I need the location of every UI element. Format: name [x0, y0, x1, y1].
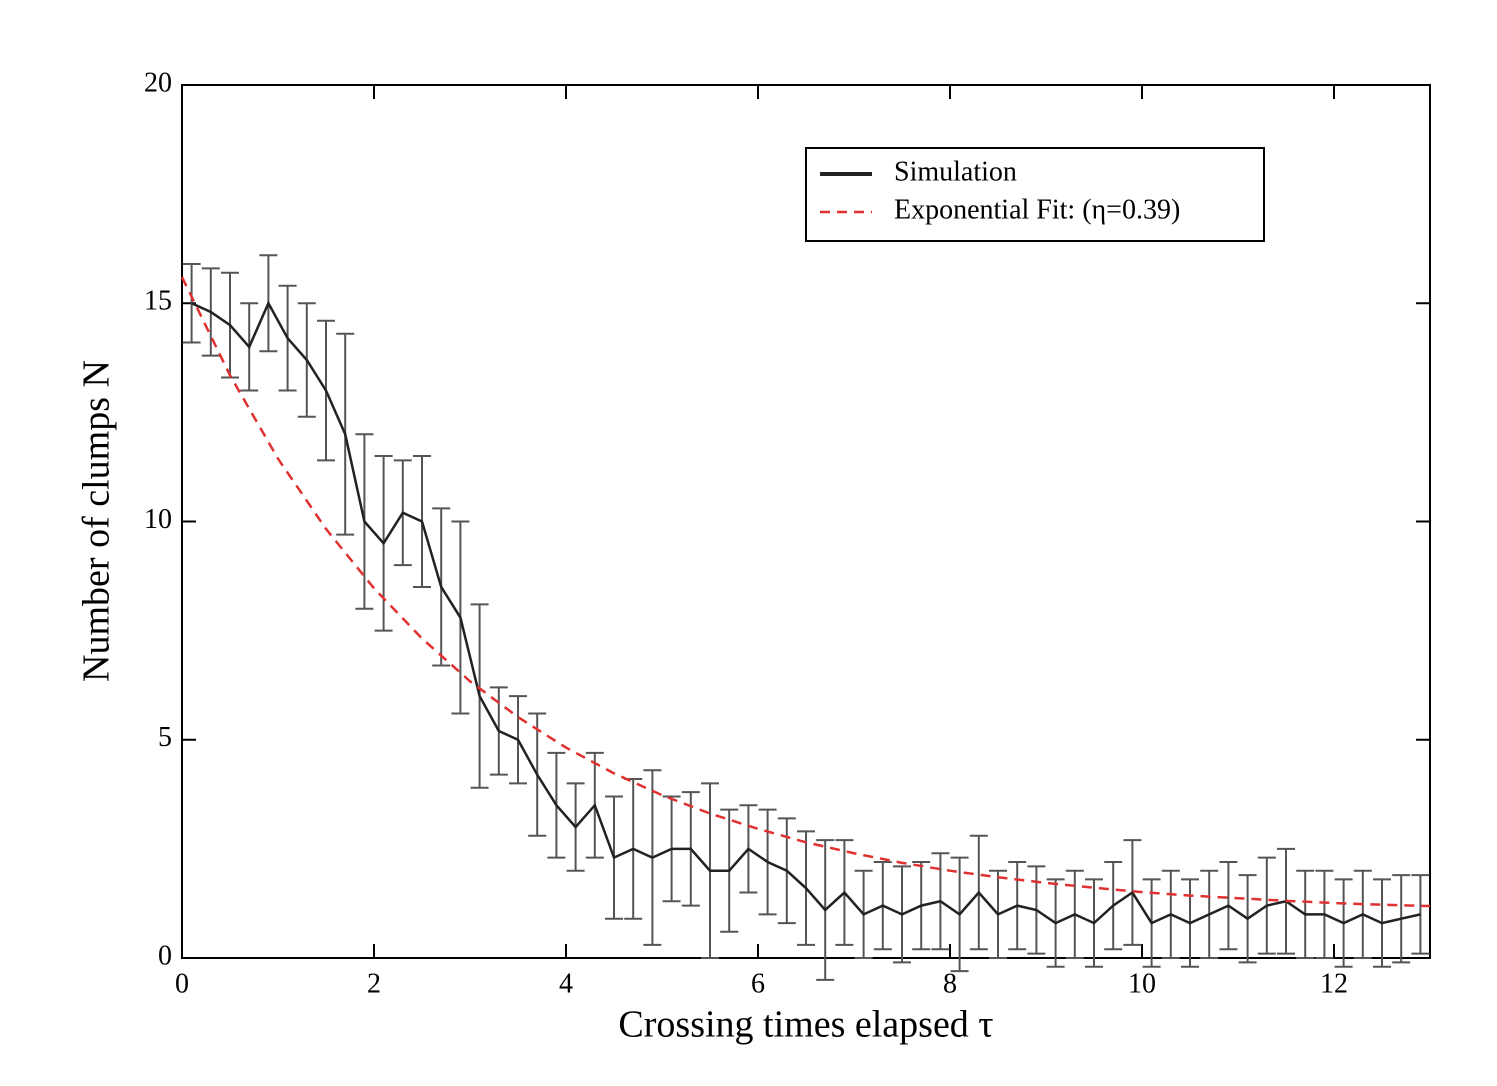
legend-label: Simulation	[894, 156, 1017, 187]
x-axis-label: Crossing times elapsed τ	[618, 1004, 993, 1046]
y-tick-label: 5	[158, 722, 172, 753]
y-tick-label: 10	[144, 504, 172, 535]
series-line	[191, 300, 1421, 925]
y-tick-label: 0	[158, 940, 172, 971]
x-tick-label: 10	[1128, 968, 1156, 999]
x-tick-label: 0	[175, 968, 189, 999]
x-tick-label: 4	[559, 968, 573, 999]
x-tick-label: 8	[943, 968, 957, 999]
series-line	[180, 276, 1431, 908]
x-tick-label: 6	[751, 968, 765, 999]
y-tick-label: 20	[144, 67, 172, 98]
x-tick-label: 2	[367, 968, 381, 999]
y-tick-label: 15	[144, 286, 172, 317]
y-axis-label: Number of clumps N	[76, 360, 118, 682]
legend-box	[805, 147, 1265, 242]
legend-label: Exponential Fit: (η=0.39)	[894, 194, 1180, 225]
x-tick-label: 12	[1320, 968, 1348, 999]
